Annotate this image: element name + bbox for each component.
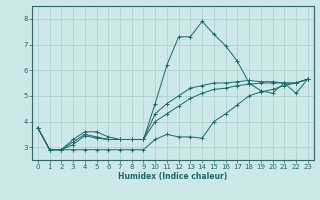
X-axis label: Humidex (Indice chaleur): Humidex (Indice chaleur) bbox=[118, 172, 228, 181]
